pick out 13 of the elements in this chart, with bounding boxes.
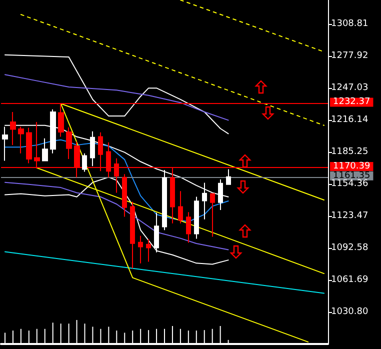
- ref-line-label: 1170.39: [333, 161, 370, 172]
- y-tick-label: 1185.25: [331, 147, 368, 158]
- y-tick-label: 1247.03: [331, 83, 368, 94]
- y-tick-label: 1216.14: [331, 115, 368, 126]
- y-tick-label: 1123.47: [331, 211, 368, 222]
- y-tick-label: 1308.81: [331, 19, 368, 30]
- y-tick-label: 1061.69: [331, 275, 368, 286]
- y-tick-label: 1030.80: [331, 307, 368, 318]
- y-tick-label: 1277.92: [331, 51, 368, 62]
- ref-line-label: 1161.35: [333, 170, 370, 181]
- ref-line-label: 1232.37: [333, 97, 370, 108]
- y-tick-label: 1092.58: [331, 243, 368, 254]
- y-tick-label: 1154.36: [331, 179, 368, 190]
